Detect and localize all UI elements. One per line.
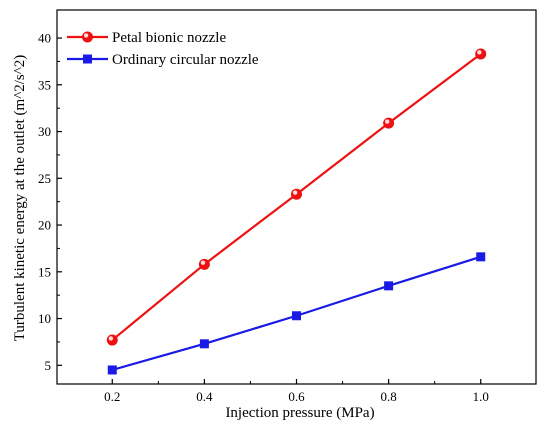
series-ordinary-circular-nozzle	[107, 252, 486, 375]
y-tick-label: 10	[38, 311, 51, 326]
y-axis-ticks: 5 10 15 20 25 30 35 40	[38, 31, 62, 373]
data-point	[292, 311, 301, 321]
data-point	[198, 258, 210, 270]
point-highlight	[83, 33, 89, 38]
x-tick-label: 0.8	[380, 389, 396, 404]
point-highlight	[292, 190, 298, 195]
legend-item: Petal bionic nozzle	[67, 30, 226, 46]
data-point	[199, 339, 209, 349]
y-tick-label: 25	[38, 171, 51, 186]
y-axis-title: Turbulent kinetic energy at the outlet (…	[12, 55, 28, 342]
data-point	[384, 281, 394, 291]
x-tick-label: 0.4	[196, 389, 213, 404]
data-point	[106, 334, 118, 346]
y-tick-label: 35	[38, 77, 51, 92]
legend-item: Ordinary circular nozzle	[67, 52, 259, 68]
x-tick-label: 1.0	[473, 389, 489, 404]
x-axis-title: Injection pressure (MPa)	[225, 405, 374, 421]
legend-label: Petal bionic nozzle	[112, 30, 226, 46]
x-axis-ticks: 0.2 0.4 0.6 0.8 1.0	[104, 379, 489, 404]
legend-label: Ordinary circular nozzle	[112, 52, 259, 68]
data-point	[107, 365, 117, 375]
data-point	[476, 252, 486, 262]
y-tick-label: 20	[38, 218, 51, 233]
series-petal-bionic-nozzle	[106, 48, 487, 346]
point-highlight	[200, 260, 206, 265]
legend-marker	[83, 54, 92, 64]
data-point	[291, 188, 302, 200]
point-highlight	[477, 50, 482, 55]
y-tick-label: 30	[38, 124, 51, 139]
y-tick-label: 40	[38, 31, 51, 46]
x-tick-label: 0.6	[288, 389, 305, 404]
point-highlight	[385, 119, 390, 124]
y-tick-label: 5	[45, 358, 52, 373]
x-tick-label: 0.2	[104, 389, 120, 404]
data-point	[383, 117, 395, 129]
series-layer	[106, 48, 487, 375]
legend: Petal bionic nozzle Ordinary circular noz…	[67, 30, 259, 68]
legend-marker	[82, 31, 93, 43]
data-point	[475, 48, 487, 60]
point-highlight	[108, 336, 114, 341]
y-tick-label: 15	[38, 264, 51, 279]
